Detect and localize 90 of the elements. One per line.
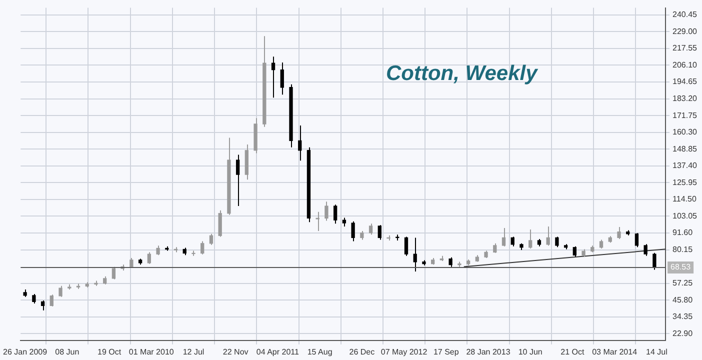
x-tick-label: 10 Jun <box>518 347 542 356</box>
y-tick-label: 34.35 <box>672 312 694 322</box>
x-tick-label: 15 Aug <box>307 347 332 356</box>
candlestick <box>147 252 151 264</box>
text: Cotton, Weekly <box>386 62 538 86</box>
candlestick <box>510 236 514 247</box>
x-tick-label: 12 Jul <box>182 347 204 356</box>
candlestick <box>324 201 328 222</box>
candlestick <box>617 226 621 240</box>
candlestick <box>608 236 612 244</box>
y-tick-label: 45.80 <box>672 295 694 304</box>
x-tick-label: 04 Apr 2011 <box>256 347 300 356</box>
y-tick-label: 91.60 <box>672 228 694 238</box>
candlestick <box>280 62 284 96</box>
candlestick <box>520 242 524 250</box>
candlestick <box>360 230 364 240</box>
x-tick-label: 08 Jun <box>55 347 80 356</box>
candlestick <box>475 254 479 262</box>
x-tick-label: 26 Jan 2009 <box>3 347 48 356</box>
y-tick-label: 137.40 <box>672 161 698 170</box>
y-tick-label: 57.25 <box>672 278 694 288</box>
x-tick-label: 03 Mar 2014 <box>592 347 638 356</box>
candlestick <box>448 256 452 268</box>
candlestick <box>32 293 36 304</box>
candlestick <box>289 84 293 148</box>
candlestick <box>634 234 639 248</box>
candlestick <box>244 144 249 180</box>
x-tick-label: 28 Jan 2013 <box>466 347 511 356</box>
y-tick-label: 240.45 <box>672 10 698 20</box>
candlestick <box>644 244 648 256</box>
candlestick <box>298 124 302 162</box>
y-tick-label: 148.85 <box>672 144 698 154</box>
candlestick <box>502 228 506 247</box>
y-tick-label: 103.05 <box>672 211 698 220</box>
y-tick-label: 171.75 <box>672 110 698 120</box>
candlestick <box>333 204 338 224</box>
candlestick <box>254 118 258 154</box>
x-tick-label: 21 Oct <box>560 347 586 356</box>
x-tick-label: 17 Sep <box>433 347 460 356</box>
candlestick <box>227 137 231 216</box>
candlestick <box>262 36 266 128</box>
candlestick <box>351 220 355 242</box>
candlestick <box>582 248 586 258</box>
candlestick <box>368 223 373 236</box>
candlestick <box>58 285 62 298</box>
y-tick-label: 160.30 <box>672 128 698 137</box>
y-tick-label: 125.95 <box>672 178 698 187</box>
candlestick <box>404 236 408 256</box>
candlestick <box>572 246 576 258</box>
y-tick-label: 114.50 <box>672 194 697 204</box>
candlestick <box>68 284 72 290</box>
y-tick-label: 217.55 <box>672 44 698 53</box>
candlestick <box>493 242 497 253</box>
candlestick <box>546 226 550 246</box>
candlestick <box>218 210 222 238</box>
x-tick-label: 19 Oct <box>97 347 122 356</box>
candlestick <box>431 258 435 266</box>
candlestick <box>103 276 107 285</box>
candlestick <box>484 250 488 259</box>
y-tick-label: 22.90 <box>672 328 694 338</box>
ref-line-label: 68.53 <box>670 262 692 272</box>
candlestick <box>528 228 532 250</box>
candlestick <box>599 239 604 250</box>
candlestick <box>236 154 240 207</box>
x-tick-label: 01 Mar 2010 <box>128 347 174 356</box>
candlestick <box>271 56 276 98</box>
candlestick <box>422 260 426 266</box>
y-tick-label: 229.00 <box>672 26 698 36</box>
candlestick <box>156 245 160 256</box>
y-tick-label: 194.65 <box>672 77 698 86</box>
candlestick <box>378 224 382 240</box>
y-tick-label: 183.20 <box>672 94 698 103</box>
candlestick <box>23 289 27 298</box>
candlestick <box>200 240 204 255</box>
candlestick <box>40 300 45 311</box>
candlestick <box>413 237 417 272</box>
candlestick <box>590 245 594 253</box>
candlestick <box>50 294 54 306</box>
candlestick <box>306 146 311 223</box>
candlestick <box>130 258 134 268</box>
y-tick-label: 80.15 <box>672 244 694 254</box>
candlestick <box>316 211 320 232</box>
x-tick-label: 14 Jul <box>646 347 668 356</box>
candlestick <box>209 233 214 246</box>
x-tick-label: 26 Dec <box>349 347 375 356</box>
x-tick-label: 07 May 2012 <box>380 347 428 356</box>
x-tick-label: 22 Nov <box>222 347 248 356</box>
y-tick-label: 206.10 <box>672 60 698 70</box>
candlestick <box>466 259 470 266</box>
candlestick <box>537 238 542 247</box>
